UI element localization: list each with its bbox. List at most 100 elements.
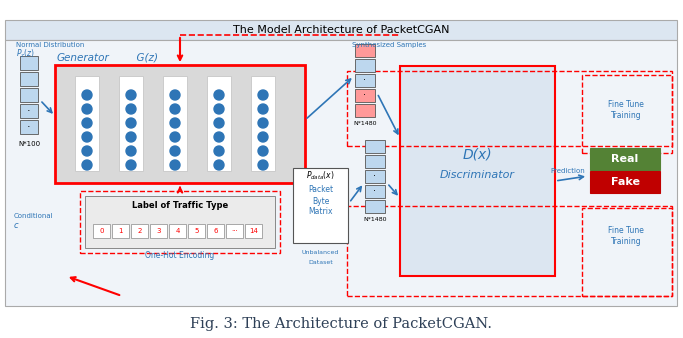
Bar (365, 200, 385, 213)
Text: Generator: Generator (57, 53, 110, 63)
Circle shape (170, 146, 180, 156)
Bar (80, 191, 280, 253)
Bar (93, 224, 110, 238)
Bar (245, 224, 262, 238)
Bar (85, 196, 275, 248)
Circle shape (214, 90, 224, 100)
Circle shape (170, 132, 180, 142)
Bar (582, 75, 672, 153)
Text: Fig. 3: The Architecture of PacketCGAN.: Fig. 3: The Architecture of PacketCGAN. (190, 317, 492, 331)
Text: 3: 3 (156, 228, 161, 234)
Text: N*100: N*100 (18, 141, 40, 147)
Circle shape (258, 104, 268, 114)
Bar (119, 76, 143, 171)
Text: $P_z(z)$: $P_z(z)$ (16, 47, 35, 59)
Bar (355, 104, 375, 117)
Bar (169, 224, 186, 238)
Bar (131, 224, 148, 238)
Bar (251, 76, 275, 171)
Bar (75, 76, 99, 171)
Bar (5, 20, 677, 40)
Bar (5, 40, 677, 306)
Bar (293, 168, 348, 243)
Circle shape (82, 104, 92, 114)
Text: Fake: Fake (611, 177, 639, 187)
Bar (365, 170, 385, 183)
Bar (150, 224, 167, 238)
Text: Conditional: Conditional (14, 213, 54, 219)
Text: ·: · (27, 122, 31, 132)
Text: 2: 2 (137, 228, 141, 234)
Bar (582, 208, 672, 296)
Bar (188, 224, 205, 238)
Circle shape (170, 160, 180, 170)
Text: 6: 6 (213, 228, 218, 234)
Bar (347, 71, 672, 146)
Circle shape (258, 160, 268, 170)
Text: c: c (14, 221, 18, 230)
Text: One-Hot Encoding: One-Hot Encoding (145, 251, 214, 261)
Text: Fine Tune
Training: Fine Tune Training (608, 100, 644, 120)
Text: N*1480: N*1480 (353, 121, 377, 126)
Bar (365, 185, 385, 198)
Text: N*1480: N*1480 (363, 217, 387, 222)
Bar (20, 56, 38, 70)
Text: ·: · (363, 91, 367, 100)
Bar (355, 44, 375, 57)
Circle shape (126, 132, 136, 142)
Text: $P_{data}(x)$: $P_{data}(x)$ (306, 170, 335, 182)
Circle shape (82, 146, 92, 156)
Text: Fine Tune
Training: Fine Tune Training (608, 226, 644, 246)
Text: Real: Real (611, 154, 639, 164)
Bar (590, 148, 660, 170)
Text: The Model Architecture of PacketCGAN: The Model Architecture of PacketCGAN (233, 25, 449, 35)
Bar (207, 76, 231, 171)
Text: D(x): D(x) (462, 148, 492, 162)
Text: Prediction: Prediction (550, 168, 585, 174)
Circle shape (258, 118, 268, 128)
Circle shape (82, 160, 92, 170)
Text: ·: · (363, 75, 367, 86)
Circle shape (214, 104, 224, 114)
Circle shape (126, 90, 136, 100)
Text: Dataset: Dataset (308, 260, 333, 265)
Text: Packet: Packet (308, 186, 333, 194)
Text: ·: · (374, 171, 376, 182)
Circle shape (214, 160, 224, 170)
Text: 1: 1 (118, 228, 123, 234)
Circle shape (126, 104, 136, 114)
Bar (226, 224, 243, 238)
Circle shape (126, 160, 136, 170)
Circle shape (82, 118, 92, 128)
Circle shape (170, 90, 180, 100)
Circle shape (258, 132, 268, 142)
Circle shape (214, 118, 224, 128)
Text: 0: 0 (99, 228, 104, 234)
Circle shape (126, 118, 136, 128)
Text: ···: ··· (231, 228, 238, 234)
Bar (365, 155, 385, 168)
Circle shape (170, 104, 180, 114)
Bar (400, 66, 555, 276)
Bar (355, 59, 375, 72)
Circle shape (82, 90, 92, 100)
Circle shape (170, 118, 180, 128)
Bar (347, 206, 672, 296)
Bar (207, 224, 224, 238)
Text: ·: · (374, 187, 376, 196)
Text: G(z): G(z) (130, 53, 158, 63)
Text: 5: 5 (194, 228, 199, 234)
Text: ·: · (27, 106, 31, 116)
Circle shape (126, 146, 136, 156)
Bar (55, 65, 305, 183)
Bar (112, 224, 129, 238)
Circle shape (214, 132, 224, 142)
Circle shape (258, 90, 268, 100)
Text: 14: 14 (249, 228, 258, 234)
Text: Byte: Byte (312, 196, 329, 206)
Bar (20, 104, 38, 118)
Bar (20, 88, 38, 102)
Bar (365, 140, 385, 153)
Bar (590, 171, 660, 193)
Circle shape (258, 146, 268, 156)
